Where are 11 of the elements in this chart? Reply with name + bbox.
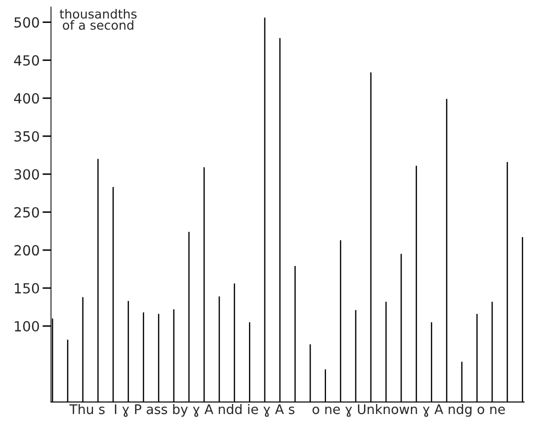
y-tick-label: 250 [14,207,39,218]
y-tick-label: 400 [14,93,39,104]
x-axis-title: Thu s I ɣ P ass by ɣ A ndd ie ɣ A s o ne ɣ Unknown ɣ A ndg o ne [69,404,505,417]
y-tick-label: 150 [14,283,39,294]
y-tick-label: 350 [14,131,39,142]
y-tick-label: 450 [14,55,39,66]
y-axis-title: thousandths of a second [60,8,137,30]
y-tick-label: 500 [14,17,39,28]
y-tick-label: 300 [14,169,39,180]
y-tick-label: 100 [14,321,39,332]
y-tick-label: 200 [14,245,39,256]
